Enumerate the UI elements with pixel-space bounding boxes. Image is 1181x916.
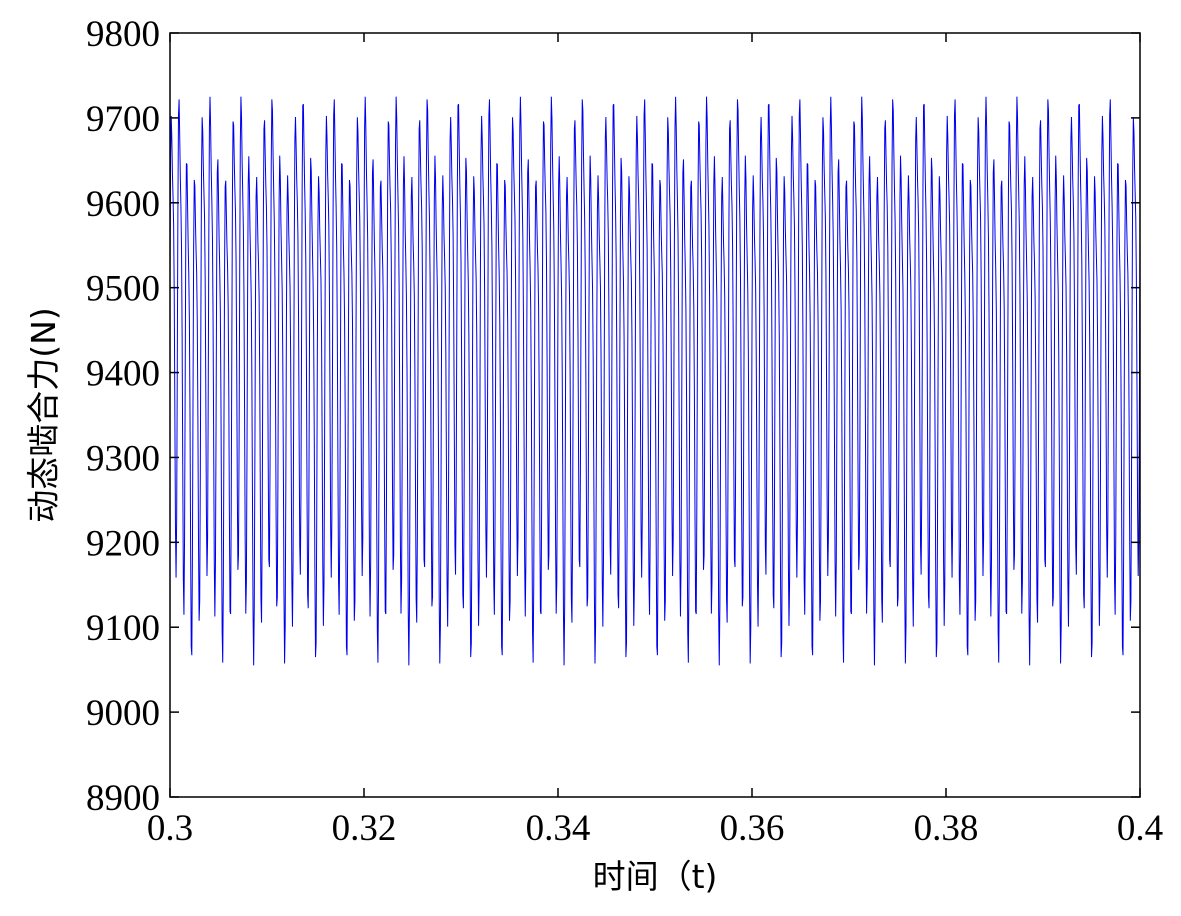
- x-axis-title: 时间（t): [593, 857, 718, 896]
- y-tick-label: 9100: [86, 608, 160, 649]
- y-tick-label: 9800: [86, 14, 160, 55]
- x-tick-label: 0.4: [1117, 808, 1163, 849]
- series-line-0: [169, 96, 1141, 666]
- y-tick-label: 9000: [86, 693, 160, 734]
- y-tick-label: 9500: [86, 269, 160, 310]
- y-tick-label: 9600: [86, 184, 160, 225]
- y-tick-label: 9700: [86, 99, 160, 140]
- x-tick-label: 0.36: [720, 808, 785, 849]
- y-tick-label: 9300: [86, 438, 160, 479]
- y-tick-labels: 8900 9000 9100 9200 9300 9400 9500 9600 9700 9800: [86, 14, 160, 819]
- x-tick-label: 0.34: [526, 808, 591, 849]
- x-tick-label: 0.38: [914, 808, 979, 849]
- y-tick-label: 8900: [86, 778, 160, 819]
- y-axis-title: 动态啮合力(N): [24, 307, 63, 522]
- y-tick-label: 9400: [86, 354, 160, 395]
- series-layer: [169, 96, 1141, 666]
- x-tick-label: 0.3: [147, 808, 193, 849]
- ticks-layer: [169, 32, 1141, 798]
- y-tick-label: 9200: [86, 523, 160, 564]
- x-tick-label: 0.32: [332, 808, 397, 849]
- x-tick-labels: 0.3 0.32 0.34 0.36 0.38 0.4: [147, 808, 1163, 849]
- plot-frame: [169, 32, 1141, 798]
